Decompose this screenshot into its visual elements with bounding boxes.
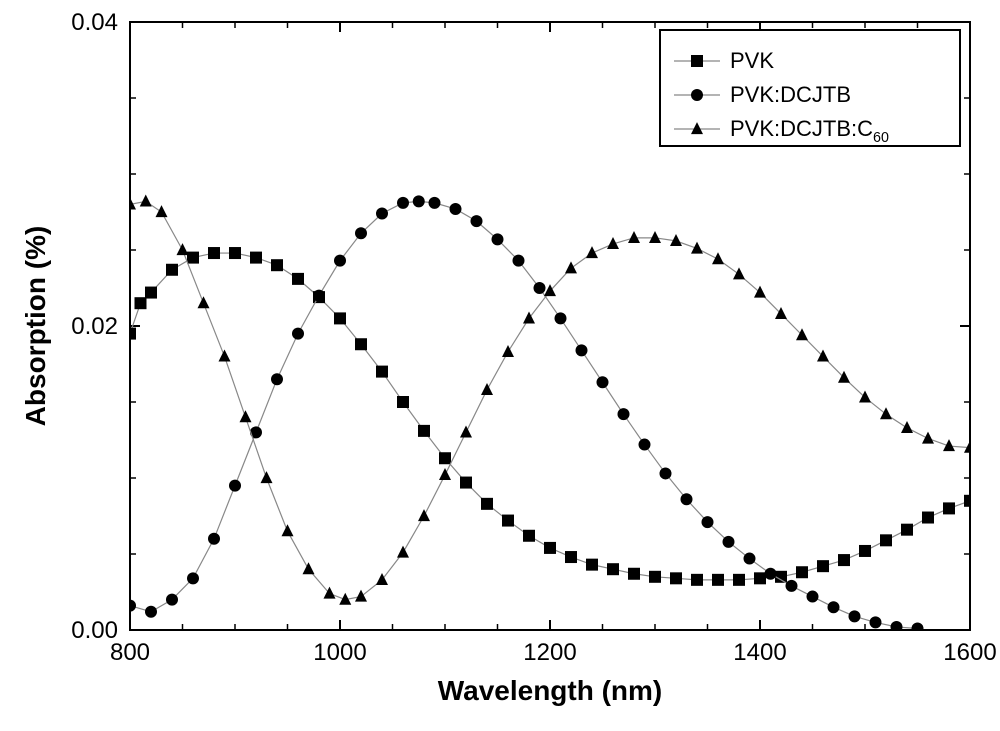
x-axis-label: Wavelength (nm) [438,675,663,706]
svg-text:0.02: 0.02 [71,313,118,340]
svg-text:1000: 1000 [313,639,366,666]
svg-text:0.00: 0.00 [71,617,118,644]
chart-container: 80010001200140016000.000.020.04Wavelengt… [0,0,1000,731]
y-axis-label: Absorption (%) [20,226,51,427]
svg-text:0.04: 0.04 [71,9,118,36]
absorption-chart: 80010001200140016000.000.020.04Wavelengt… [0,0,1000,731]
legend: PVKPVK:DCJTBPVK:DCJTB:C60 [660,30,960,146]
svg-text:PVK:DCJTB: PVK:DCJTB [730,82,851,107]
svg-text:1400: 1400 [733,639,786,666]
svg-text:1600: 1600 [943,639,996,666]
svg-text:1200: 1200 [523,639,576,666]
svg-text:PVK: PVK [730,48,774,73]
